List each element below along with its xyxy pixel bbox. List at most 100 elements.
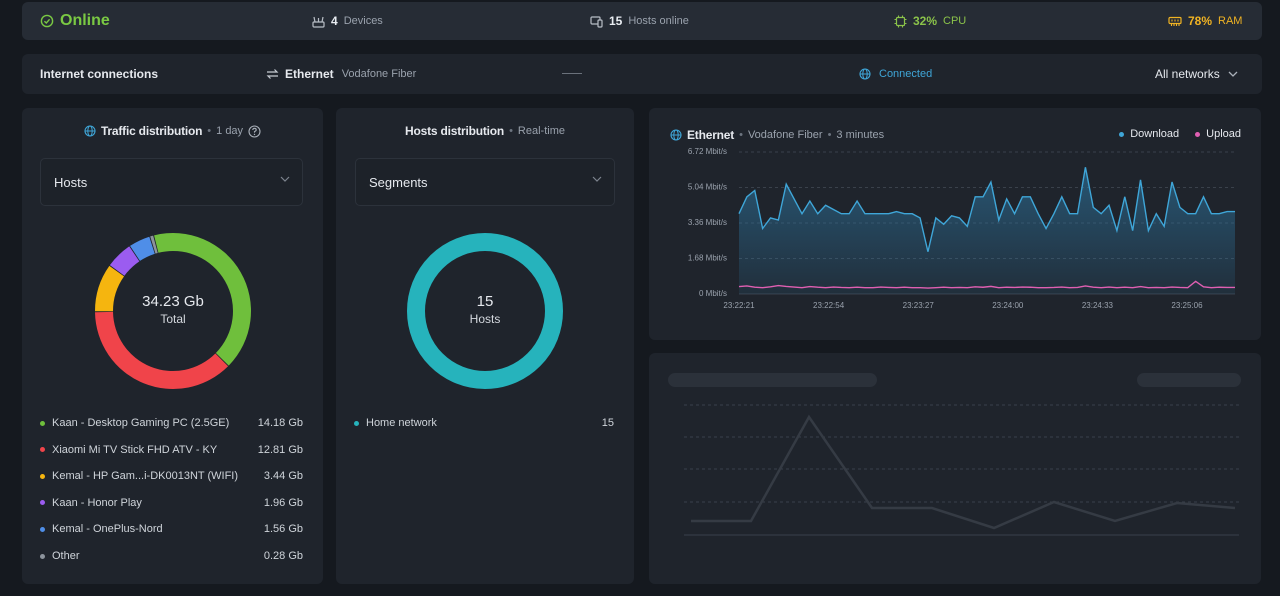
y-tick-label: 3.36 Mbit/s <box>688 218 727 227</box>
separator-dot: • <box>207 125 212 137</box>
legend-value: 1.56 Gb <box>263 523 303 536</box>
devices-status[interactable]: 4 Devices <box>312 2 383 40</box>
legend-label: Kaan - Desktop Gaming PC (2.5GE) <box>52 417 230 429</box>
chevron-down-icon <box>592 176 602 182</box>
skeleton-line <box>691 414 1236 530</box>
ethernet-chart-period: 3 minutes <box>836 129 885 141</box>
ethernet-chart-panel: Ethernet • Vodafone Fiber • 3 minutes Do… <box>649 108 1261 340</box>
hosts-group-value: Segments <box>369 174 428 190</box>
separator-dot: • <box>827 129 832 141</box>
skeleton-gridlines <box>684 404 1239 503</box>
traffic-group-value: Hosts <box>54 174 88 190</box>
legend-color-dot <box>40 526 45 532</box>
globe-icon <box>84 125 96 137</box>
cpu-icon <box>894 15 907 27</box>
ethernet-chart-header: Ethernet • Vodafone Fiber • 3 minutes <box>670 128 884 142</box>
globe-icon <box>859 68 871 80</box>
legend-item[interactable]: Kemal - OnePlus-Nord 1.56 Gb <box>40 521 303 537</box>
traffic-title: Traffic distribution <box>100 124 203 138</box>
legend-label: Other <box>52 550 80 562</box>
legend-item[interactable]: Kemal - HP Gam...i-DK0013NT (WIFI) 3.44 G… <box>40 468 303 484</box>
hosts-count: 15 <box>609 14 623 28</box>
chart-legend: Download Upload <box>1119 128 1241 140</box>
donut-segment[interactable] <box>150 235 158 254</box>
legend-value: 12.81 Gb <box>257 443 303 456</box>
traffic-header: Traffic distribution • 1 day <box>22 124 323 138</box>
cpu-label: CPU <box>943 15 967 27</box>
legend-upload[interactable]: Upload <box>1195 128 1241 140</box>
memory-icon <box>1168 16 1182 26</box>
legend-label: Download <box>1130 128 1180 140</box>
connection-state-label: Connected <box>879 68 933 80</box>
legend-value: 3.44 Gb <box>263 470 303 483</box>
hosts-distribution-panel: Hosts distribution • Real-time Segments … <box>336 108 634 584</box>
hosts-donut-chart <box>407 233 563 389</box>
online-label: Online <box>60 12 110 29</box>
legend-color-dot <box>40 553 45 559</box>
legend-color-dot <box>40 420 45 426</box>
transfer-arrows-icon <box>266 69 279 79</box>
download-series-line[interactable] <box>738 167 1235 252</box>
legend-item[interactable]: Home network 15 <box>354 415 614 431</box>
router-icon <box>312 16 325 28</box>
legend-item[interactable]: Other 0.28 Gb <box>40 548 303 564</box>
legend-color-dot <box>40 447 45 453</box>
donut-segment[interactable] <box>407 233 563 389</box>
y-tick-label: 6.72 Mbit/s <box>688 147 727 156</box>
connection-provider: Vodafone Fiber <box>341 68 417 80</box>
globe-icon <box>670 129 682 141</box>
internet-connections-title: Internet connections <box>40 67 159 81</box>
traffic-group-select[interactable]: Hosts <box>40 158 303 206</box>
hosts-group-select[interactable]: Segments <box>355 158 615 206</box>
x-tick-label: 23:24:00 <box>992 301 1024 310</box>
ethernet-traffic-chart: 6.72 Mbit/s 5.04 Mbit/s 3.36 Mbit/s 1.68 Mb… <box>688 147 1235 310</box>
hosts-status[interactable]: 15 Hosts online <box>590 2 689 40</box>
ram-label: RAM <box>1218 15 1243 27</box>
y-tick-label: 1.68 Mbit/s <box>688 254 727 263</box>
traffic-distribution-panel: Traffic distribution • 1 day Hosts 34.23… <box>22 108 323 584</box>
network-filter-value: All networks <box>1155 67 1220 81</box>
connection-ethernet[interactable]: Ethernet Vodafone Fiber <box>266 54 416 94</box>
donut-segment[interactable] <box>109 246 140 276</box>
legend-item[interactable]: Kaan - Honor Play 1.96 Gb <box>40 495 303 511</box>
connection-type: Ethernet <box>285 67 334 81</box>
x-tick-label: 23:22:54 <box>813 301 845 310</box>
separator-dot: • <box>509 125 513 137</box>
help-icon[interactable] <box>248 124 261 138</box>
status-bar: Online 4 Devices 15 Hosts online 32% CPU… <box>22 2 1262 40</box>
legend-color-dot <box>40 473 45 479</box>
internet-connections-bar: Internet connections Ethernet Vodafone F… <box>22 54 1262 94</box>
devices-label: Devices <box>343 15 383 27</box>
hosts-label: Hosts online <box>628 15 689 27</box>
legend-value: 14.18 Gb <box>257 417 303 429</box>
devices-count: 4 <box>331 14 338 28</box>
cpu-status[interactable]: 32% CPU <box>894 2 966 40</box>
check-circle-icon <box>40 14 54 28</box>
connection-divider <box>562 73 582 74</box>
legend-item[interactable]: Xiaomi Mi TV Stick FHD ATV - KY 12.81 Gb <box>40 442 303 458</box>
donut-segment[interactable] <box>154 233 252 366</box>
network-filter-dropdown[interactable]: All networks <box>1155 54 1238 94</box>
upload-series-line[interactable] <box>738 280 1235 289</box>
chevron-down-icon <box>280 176 290 182</box>
hosts-donut-center: 15 Hosts <box>400 293 570 326</box>
connection-state: Connected <box>859 54 932 94</box>
legend-value: 1.96 Gb <box>263 496 303 509</box>
legend-label: Kemal - HP Gam...i-DK0013NT (WIFI) <box>52 470 239 483</box>
hosts-period: Real-time <box>517 125 565 137</box>
donut-segment[interactable] <box>130 236 155 261</box>
x-tick-label: 23:24:33 <box>1082 301 1114 310</box>
ram-status[interactable]: 78% RAM <box>1168 2 1242 40</box>
x-tick-label: 23:22:21 <box>723 301 755 310</box>
loading-legend-placeholder <box>1137 373 1241 387</box>
x-tick-label: 23:25:06 <box>1171 301 1203 310</box>
legend-color-dot <box>354 420 359 426</box>
donut-segment[interactable] <box>95 311 229 389</box>
ethernet-chart-provider: Vodafone Fiber <box>747 129 823 141</box>
legend-download[interactable]: Download <box>1119 128 1179 140</box>
legend-item[interactable]: Kaan - Desktop Gaming PC (2.5GE) 14.18 Gb <box>40 415 303 431</box>
online-status: Online <box>40 2 110 40</box>
donut-segment[interactable] <box>95 265 125 312</box>
x-tick-label: 23:23:27 <box>903 301 935 310</box>
traffic-period: 1 day <box>216 125 244 137</box>
